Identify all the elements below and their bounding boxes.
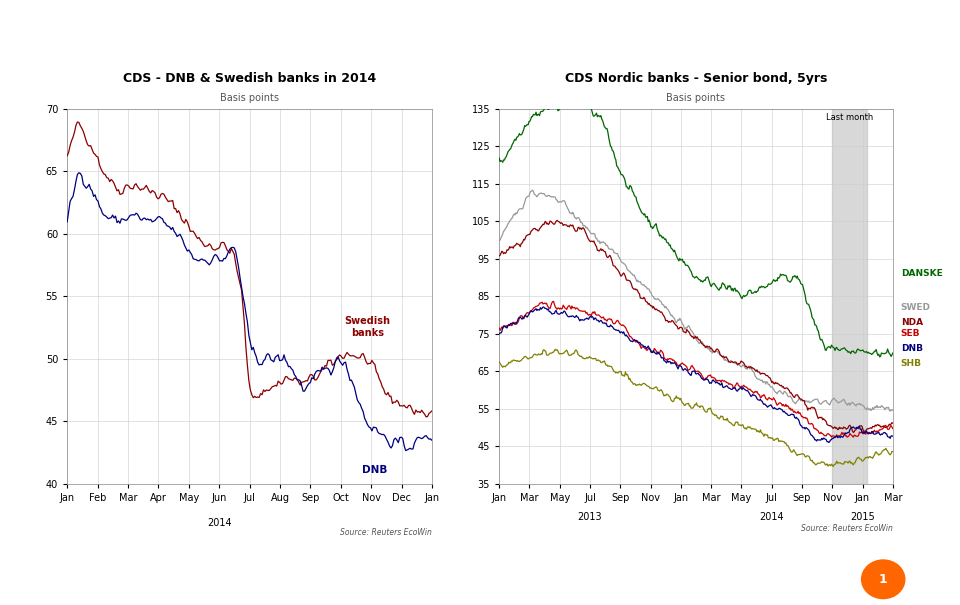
Text: NDA: NDA [900,318,923,327]
Ellipse shape [862,560,904,598]
Text: Merk at det kan være store avvik mellom CDS markedet og cash-markedet: Merk at det kan være store avvik mellom … [38,592,405,602]
Text: 08/12/2014: 08/12/2014 [542,573,610,586]
Text: Source: Reuters EcoWin: Source: Reuters EcoWin [801,524,893,533]
Text: CDS: Kredittspreadene marginalt opp siste uken for DNB: CDS: Kredittspreadene marginalt opp sist… [12,15,637,34]
Text: DNB: DNB [362,465,388,474]
Text: DANSKE: DANSKE [900,269,943,278]
Text: SpareBank: SpareBank [749,573,830,586]
Text: 1: 1 [878,573,888,586]
Text: Last month: Last month [827,113,874,122]
Text: 2015: 2015 [851,512,875,522]
Text: SWED: SWED [900,303,930,312]
Text: SHB: SHB [900,359,922,368]
Text: Basis points: Basis points [666,93,726,103]
Text: 2013: 2013 [578,512,602,522]
Text: DNB: DNB [900,344,923,353]
Text: 2014: 2014 [759,512,784,522]
Text: SEB: SEB [900,330,921,338]
Text: CDS = Pris på konkursbeskyttelse for senior lån i basispunkter.: CDS = Pris på konkursbeskyttelse for sen… [38,568,346,580]
Text: CDS Nordic banks - Senior bond, 5yrs: CDS Nordic banks - Senior bond, 5yrs [564,71,828,85]
Text: Basis points: Basis points [220,93,279,103]
Text: 19: 19 [16,568,35,581]
Text: Source: Reuters EcoWin: Source: Reuters EcoWin [340,528,432,537]
Text: MARKETS: MARKETS [902,575,943,584]
Text: 2014: 2014 [207,518,231,528]
Bar [832,109,868,484]
Text: CDS - DNB & Swedish banks in 2014: CDS - DNB & Swedish banks in 2014 [123,71,376,85]
Text: Swedish
banks: Swedish banks [345,316,391,338]
